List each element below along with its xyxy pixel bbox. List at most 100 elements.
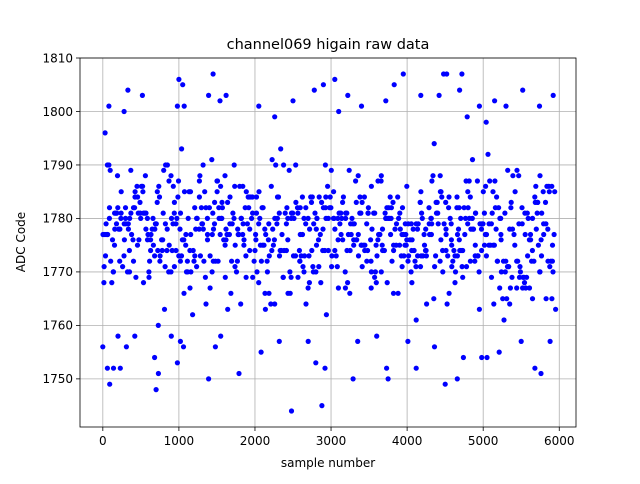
data-point [364, 258, 370, 264]
data-point [110, 365, 117, 371]
data-point [349, 215, 355, 221]
data-point [519, 205, 525, 211]
data-point [480, 221, 486, 227]
data-point [421, 231, 427, 238]
data-point [393, 221, 400, 227]
data-point [442, 381, 448, 387]
data-point [436, 92, 442, 98]
data-point [537, 173, 543, 179]
data-point [219, 215, 225, 221]
data-point [264, 269, 270, 275]
data-point [309, 194, 315, 200]
data-point [543, 221, 549, 227]
data-point [132, 333, 138, 339]
data-point [152, 226, 158, 232]
data-point [397, 242, 403, 248]
data-point [401, 253, 407, 259]
data-point [150, 215, 156, 221]
data-point [207, 285, 213, 291]
data-point [476, 103, 482, 109]
data-point [206, 92, 212, 98]
data-point [148, 237, 154, 243]
data-point [132, 189, 138, 195]
data-point [140, 280, 147, 286]
data-point [532, 365, 538, 371]
data-point [243, 189, 249, 195]
data-point [236, 231, 242, 238]
data-point [511, 231, 517, 238]
data-point [263, 231, 269, 238]
data-point [464, 114, 470, 120]
data-point [514, 285, 520, 291]
data-point [525, 253, 531, 259]
data-point [154, 199, 160, 205]
data-point [543, 296, 549, 302]
data-point [100, 344, 106, 350]
data-point [491, 242, 497, 248]
data-point [329, 253, 335, 259]
data-point [325, 183, 331, 189]
data-point [426, 205, 432, 211]
data-point [438, 237, 444, 243]
data-point [212, 344, 218, 350]
data-point [108, 258, 114, 264]
data-point [171, 210, 177, 216]
data-point [156, 194, 163, 200]
data-point [126, 269, 133, 275]
data-point [299, 231, 306, 238]
data-point [524, 210, 530, 216]
data-point [293, 162, 299, 168]
data-point [488, 274, 495, 280]
data-point [524, 274, 530, 280]
data-point [506, 264, 512, 270]
data-point [155, 370, 161, 377]
data-point [215, 258, 221, 264]
data-point [159, 247, 165, 254]
data-point [179, 146, 185, 152]
data-point [190, 312, 196, 318]
data-point [550, 92, 556, 98]
data-point [123, 344, 129, 350]
data-point [498, 231, 504, 238]
data-point [362, 242, 368, 248]
data-point [350, 376, 356, 382]
data-point [106, 103, 112, 109]
data-point [331, 189, 337, 195]
data-point [311, 87, 317, 93]
data-point [269, 157, 275, 163]
data-point [449, 242, 455, 248]
data-point [164, 226, 170, 232]
data-point [126, 247, 132, 254]
data-point [276, 253, 283, 259]
data-point [219, 199, 225, 205]
data-point [509, 226, 516, 232]
data-point [223, 226, 229, 232]
data-point [173, 247, 179, 254]
data-point [395, 290, 401, 296]
data-point [419, 215, 425, 221]
data-point [130, 237, 136, 243]
data-point [175, 178, 182, 184]
data-point [241, 237, 247, 243]
data-point [325, 247, 331, 254]
data-point [417, 264, 424, 270]
data-point [378, 178, 384, 184]
data-point [498, 269, 504, 275]
data-point [327, 205, 333, 211]
data-point [253, 210, 260, 216]
data-point [250, 274, 256, 280]
data-point [423, 247, 429, 254]
data-point [365, 210, 371, 216]
data-point [231, 215, 237, 221]
data-point [538, 253, 545, 259]
data-point [271, 237, 277, 243]
data-point [180, 82, 186, 88]
data-point [470, 226, 477, 232]
data-point [284, 205, 290, 211]
data-point [270, 226, 276, 232]
data-point [405, 258, 411, 264]
data-point [231, 162, 237, 168]
data-point [273, 162, 279, 168]
data-point [534, 210, 540, 216]
data-point [161, 167, 167, 173]
